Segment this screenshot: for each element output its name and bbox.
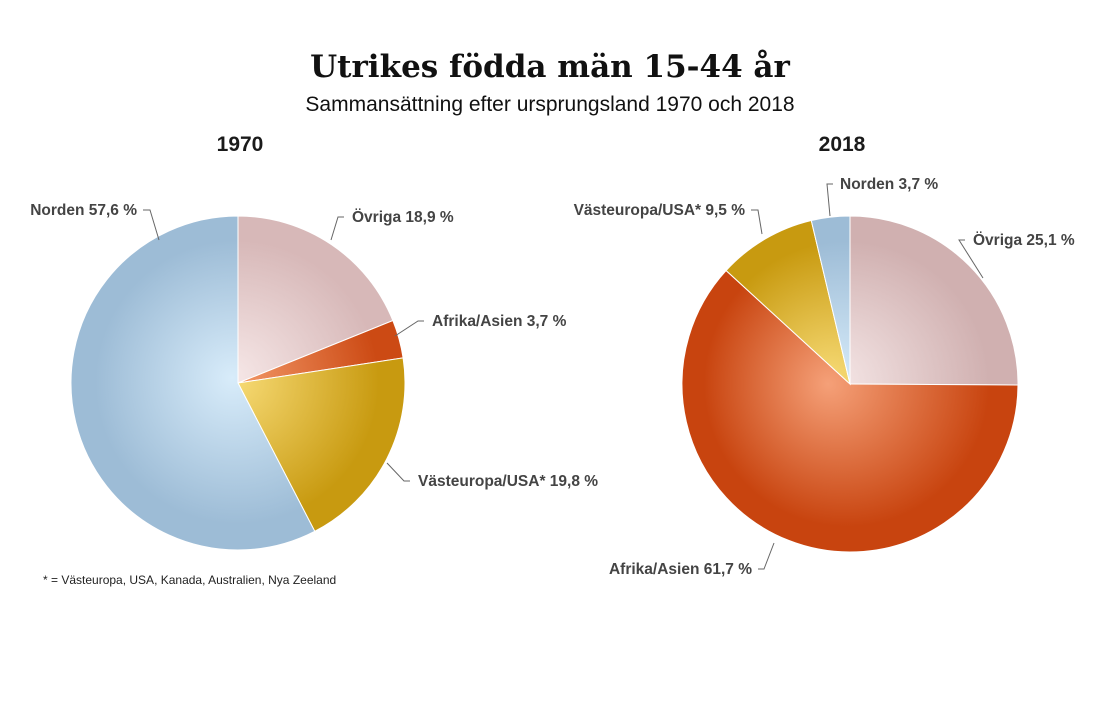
- footnote: * = Västeuropa, USA, Kanada, Australien,…: [43, 573, 336, 587]
- pie-slice-vasteuropa-usa-2018: [725, 219, 851, 386]
- pie-leaders-1970: [143, 209, 424, 482]
- slice-label-ovriga-1970: Övriga 18,9 %: [352, 209, 454, 226]
- slice-label-afrika-asien-1970: Afrika/Asien 3,7 %: [432, 313, 567, 330]
- pie-slice-afrika-asien-2018: [681, 269, 1019, 553]
- leader-line-ovriga-2018: [958, 239, 984, 279]
- slice-label-vasteuropa-usa-1970: Västeuropa/USA* 19,8 %: [418, 473, 598, 490]
- pie-slice-vasteuropa-usa-1970: [237, 357, 406, 532]
- pie-slice-norden-2018: [810, 215, 851, 385]
- pie-title-2018: 2018: [819, 133, 866, 156]
- slice-label-vasteuropa-usa-2018: Västeuropa/USA* 9,5 %: [574, 202, 746, 219]
- leader-line-norden-2018: [826, 183, 833, 217]
- pie-slices-2018: [681, 215, 1019, 553]
- pie-title-1970: 1970: [217, 133, 264, 156]
- slice-label-norden-2018: Norden 3,7 %: [840, 176, 938, 193]
- pie-slice-norden-1970: [70, 215, 316, 551]
- leader-line-norden-1970: [143, 209, 160, 241]
- pie-slice-ovriga-2018: [849, 215, 1019, 386]
- slice-label-afrika-asien-2018: Afrika/Asien 61,7 %: [609, 561, 752, 578]
- chart-title: Utrikes födda män 15-44 år: [310, 48, 790, 85]
- pie-slices-1970: [70, 215, 406, 551]
- slice-label-ovriga-2018: Övriga 25,1 %: [973, 232, 1075, 249]
- leader-line-vasteuropa-usa-2018: [751, 209, 763, 235]
- leader-line-ovriga-1970: [330, 216, 344, 241]
- leader-line-vasteuropa-usa-1970: [386, 462, 410, 482]
- chart-subtitle: Sammansättning efter ursprungsland 1970 …: [305, 93, 794, 116]
- leader-line-afrika-asien-1970: [394, 320, 424, 337]
- pie-chart-2018: 2018 Övriga 25,1 % Afrika/Asien 61,7 % V…: [574, 133, 1075, 578]
- pie-slice-ovriga-1970: [237, 215, 394, 384]
- pie-leaders-2018: [751, 183, 984, 570]
- slice-label-norden-1970: Norden 57,6 %: [30, 202, 137, 219]
- leader-line-afrika-asien-2018: [758, 542, 775, 570]
- pie-chart-1970: 1970 Övriga 18,9 % Afrika/Asien 3,7 % Vä…: [30, 133, 598, 551]
